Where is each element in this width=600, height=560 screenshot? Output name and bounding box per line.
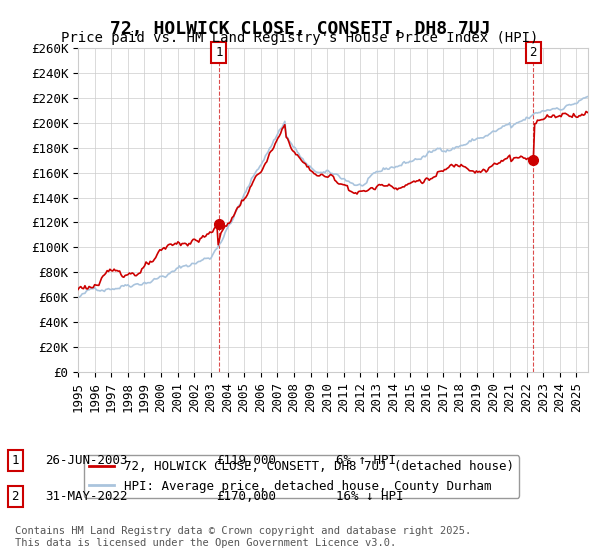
Text: 1: 1 — [215, 46, 223, 59]
Text: 2: 2 — [530, 46, 537, 59]
Legend: 72, HOLWICK CLOSE, CONSETT, DH8 7UJ (detached house), HPI: Average price, detach: 72, HOLWICK CLOSE, CONSETT, DH8 7UJ (det… — [84, 455, 519, 498]
Text: 31-MAY-2022: 31-MAY-2022 — [45, 490, 128, 503]
Text: 1: 1 — [11, 454, 19, 467]
Text: £119,000: £119,000 — [216, 454, 276, 467]
Text: 6% ↑ HPI: 6% ↑ HPI — [336, 454, 396, 467]
Text: £170,000: £170,000 — [216, 490, 276, 503]
Text: Contains HM Land Registry data © Crown copyright and database right 2025.
This d: Contains HM Land Registry data © Crown c… — [15, 526, 471, 548]
Text: 72, HOLWICK CLOSE, CONSETT, DH8 7UJ: 72, HOLWICK CLOSE, CONSETT, DH8 7UJ — [110, 20, 490, 38]
Text: 2: 2 — [11, 490, 19, 503]
Text: Price paid vs. HM Land Registry's House Price Index (HPI): Price paid vs. HM Land Registry's House … — [61, 31, 539, 45]
Text: 16% ↓ HPI: 16% ↓ HPI — [336, 490, 404, 503]
Text: 26-JUN-2003: 26-JUN-2003 — [45, 454, 128, 467]
